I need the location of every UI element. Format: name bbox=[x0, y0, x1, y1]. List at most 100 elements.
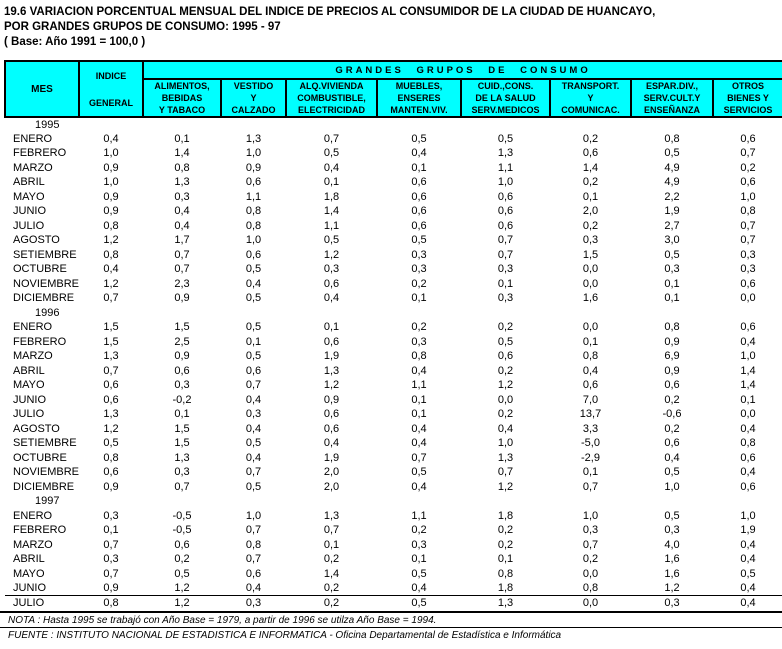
month-label: FEBRERO bbox=[13, 335, 67, 348]
value-cell: 0,6 bbox=[582, 379, 599, 392]
value-cell: 0,8 bbox=[103, 219, 119, 232]
month-label: AGOSTO bbox=[13, 234, 60, 247]
value-cell: 0,4 bbox=[740, 422, 756, 435]
value-cell: -5,0 bbox=[581, 437, 600, 450]
value-cell: 1,0 bbox=[740, 350, 756, 363]
value-cell: 0,9 bbox=[174, 292, 190, 305]
value-cell: 0,0 bbox=[740, 292, 756, 305]
table-row: MAYO 0,9 0,3 1,1 1,8 0,6 0,6 0,1 2,2 1,0 bbox=[5, 190, 782, 205]
month-label: MARZO bbox=[13, 350, 53, 363]
value-cell: 0,3 bbox=[664, 524, 680, 537]
fuente-text: FUENTE : INSTITUTO NACIONAL DE ESTADISTI… bbox=[8, 630, 562, 641]
group-column-header: CUID.,CONS. DE LA SALUD SERV.MEDICOS bbox=[460, 78, 551, 118]
month-label: OCTUBRE bbox=[13, 263, 67, 276]
value-cell: 0,4 bbox=[411, 147, 427, 160]
value-cell: 0,7 bbox=[323, 524, 340, 537]
value-cell: 2,0 bbox=[323, 480, 340, 493]
table-row: AGOSTO 1,2 1,5 0,4 0,6 0,4 0,4 3,3 0,2 0,4 bbox=[5, 422, 782, 437]
table-row: DICIEMBRE 0,9 0,7 0,5 2,0 0,4 1,2 0,7 1,0 0,6 bbox=[5, 480, 782, 495]
value-cell: -0,6 bbox=[662, 408, 682, 421]
value-cell: 0,6 bbox=[664, 437, 680, 450]
table-row: NOVIEMBRE 1,2 2,3 0,4 0,6 0,2 0,1 0,0 0,1 0,6 bbox=[5, 277, 782, 292]
value-cell: 0,7 bbox=[582, 538, 599, 551]
value-cell: 0,2 bbox=[664, 422, 680, 435]
value-cell: 0,4 bbox=[245, 451, 262, 464]
value-cell: 1,6 bbox=[664, 567, 680, 580]
year-row: 1997 bbox=[5, 494, 782, 509]
value-cell: 1,0 bbox=[582, 509, 599, 522]
value-cell: 0,9 bbox=[245, 161, 262, 174]
value-cell: 0,8 bbox=[582, 582, 599, 594]
value-cell: 1,0 bbox=[740, 190, 756, 203]
value-cell: 1,2 bbox=[497, 480, 514, 493]
month-label: ENERO bbox=[13, 132, 53, 145]
month-label: ABRIL bbox=[13, 553, 45, 566]
group-column-header: ALQ.VIVIENDA COMBUSTIBLE, ELECTRICIDAD bbox=[285, 78, 378, 118]
year-row: 1995 bbox=[5, 117, 782, 132]
value-cell: 0,4 bbox=[245, 582, 262, 594]
value-cell: 0,4 bbox=[664, 451, 680, 464]
group-column-header: VESTIDO Y CALZADO bbox=[220, 78, 287, 118]
value-cell: 0,2 bbox=[497, 321, 514, 334]
table-row: MAYO 0,7 0,5 0,6 1,4 0,5 0,8 0,0 1,6 0,5 bbox=[5, 567, 782, 582]
value-cell: 0,7 bbox=[174, 263, 190, 276]
value-cell: 0,7 bbox=[740, 219, 756, 232]
value-cell: 0,2 bbox=[323, 582, 340, 594]
value-cell: 0,4 bbox=[497, 422, 514, 435]
value-cell: 0,9 bbox=[323, 393, 340, 406]
value-cell: 1,0 bbox=[245, 509, 262, 522]
group-column-header: OTROS BIENES Y SERVICIOS bbox=[711, 78, 782, 118]
value-cell: -0,2 bbox=[172, 393, 192, 406]
value-cell: 1,9 bbox=[323, 451, 340, 464]
value-cell: 0,4 bbox=[411, 437, 427, 450]
value-cell: 0,5 bbox=[664, 466, 680, 479]
value-cell: 0,1 bbox=[582, 335, 599, 348]
value-cell: 0,5 bbox=[740, 567, 756, 580]
value-cell: 0,1 bbox=[664, 277, 680, 290]
value-cell: 1,4 bbox=[323, 205, 340, 218]
month-label: JUNIO bbox=[13, 582, 46, 594]
value-cell: 0,6 bbox=[497, 350, 514, 363]
value-cell: 0,9 bbox=[174, 350, 190, 363]
table-row: ENERO 0,4 0,1 1,3 0,7 0,5 0,5 0,2 0,8 0,6 bbox=[5, 132, 782, 147]
year-row: 1996 bbox=[5, 306, 782, 321]
value-cell: 0,0 bbox=[582, 567, 599, 580]
value-cell: 1,5 bbox=[103, 321, 119, 334]
value-cell: 0,9 bbox=[664, 364, 680, 377]
year-label: 1995 bbox=[35, 118, 60, 131]
column-header-mes: MES bbox=[4, 60, 80, 118]
value-cell: 0,1 bbox=[497, 277, 514, 290]
month-label: MARZO bbox=[13, 538, 53, 551]
value-cell: 0,4 bbox=[323, 437, 340, 450]
value-cell: 0,6 bbox=[740, 132, 756, 145]
table-row: JUNIO 0,6 -0,2 0,4 0,9 0,1 0,0 7,0 0,2 0,1 bbox=[5, 393, 782, 408]
group-subheader-row: ALIMENTOS, BEBIDAS Y TABACO VESTIDO Y CALZADO… bbox=[5, 78, 782, 118]
value-cell: 0,3 bbox=[664, 263, 680, 276]
value-cell: 0,1 bbox=[411, 408, 427, 421]
table-row: NOVIEMBRE 0,6 0,3 0,7 2,0 0,5 0,7 0,1 0,5 0,4 bbox=[5, 465, 782, 480]
value-cell: 0,3 bbox=[582, 524, 599, 537]
value-cell: 0,1 bbox=[103, 524, 119, 537]
value-cell: 0,3 bbox=[174, 190, 190, 203]
value-cell: 1,5 bbox=[103, 335, 119, 348]
value-cell: 0,6 bbox=[411, 219, 427, 232]
value-cell: 0,6 bbox=[103, 379, 119, 392]
value-cell: 0,8 bbox=[664, 132, 680, 145]
value-cell: 0,3 bbox=[740, 263, 756, 276]
month-label: OCTUBRE bbox=[13, 451, 67, 464]
value-cell: 6,9 bbox=[664, 350, 680, 363]
value-cell: 0,1 bbox=[323, 538, 340, 551]
value-cell: 0,7 bbox=[245, 553, 262, 566]
group-header-banner: GRANDES GRUPOS DE CONSUMO bbox=[141, 60, 782, 80]
value-cell: 0,7 bbox=[740, 234, 756, 247]
value-cell: 7,0 bbox=[582, 393, 599, 406]
value-cell: 0,3 bbox=[411, 538, 427, 551]
value-cell: 0,5 bbox=[411, 234, 427, 247]
value-cell: 0,0 bbox=[582, 263, 599, 276]
month-label: MAYO bbox=[13, 379, 45, 392]
month-label: ENERO bbox=[13, 509, 53, 522]
value-cell: 0,6 bbox=[497, 205, 514, 218]
value-cell: 0,5 bbox=[323, 234, 340, 247]
value-cell: 1,3 bbox=[461, 595, 550, 610]
value-cell: 0,6 bbox=[411, 190, 427, 203]
